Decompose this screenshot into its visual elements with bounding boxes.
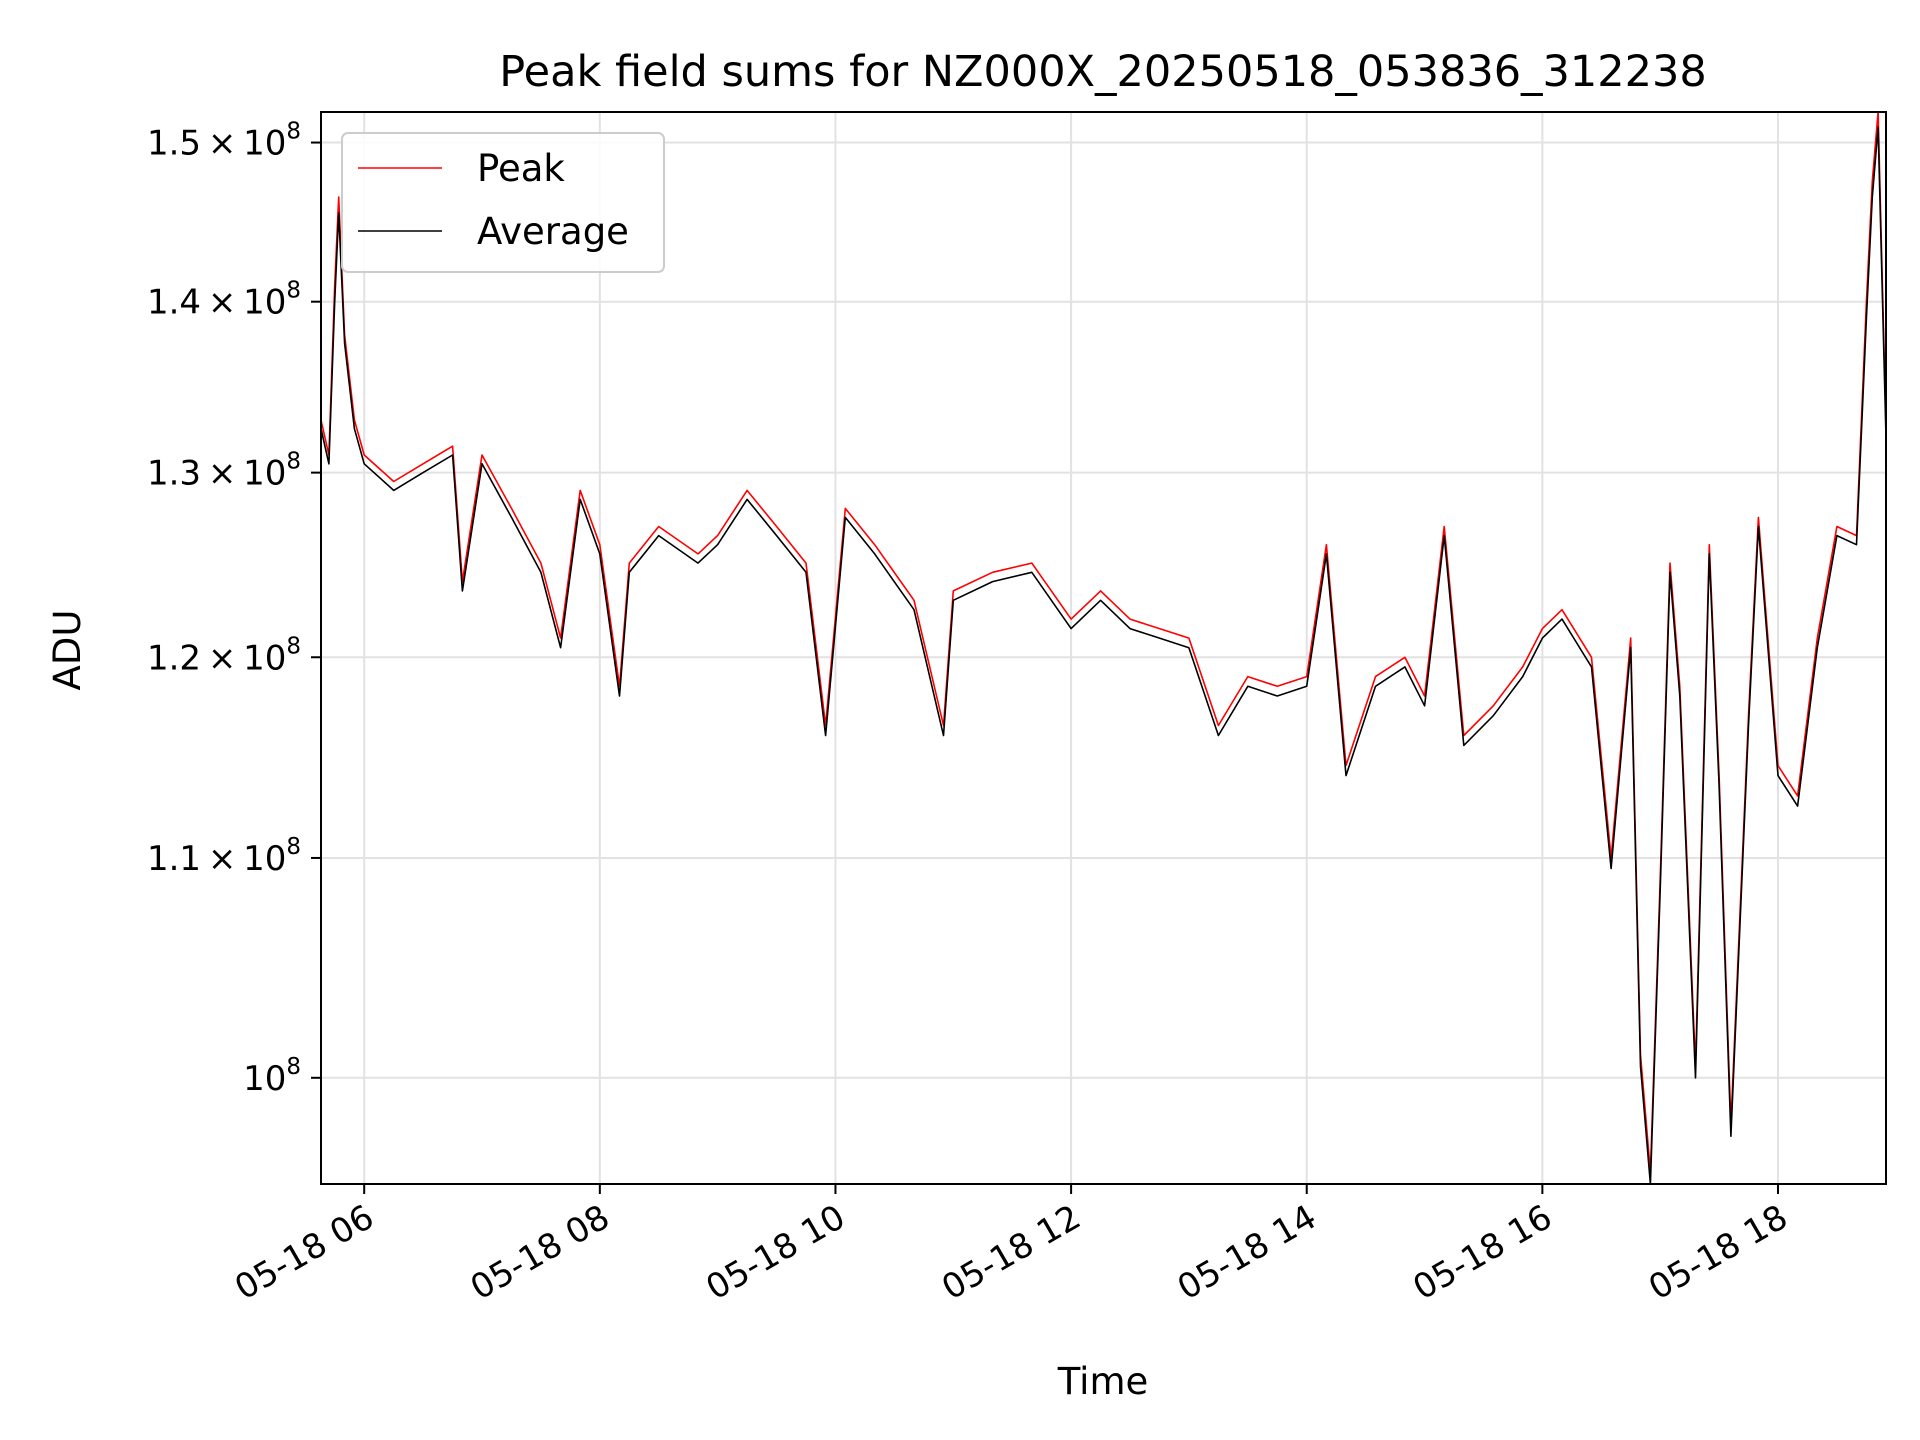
y-tick-label-1: 1.1 × 108 xyxy=(147,834,301,879)
series-layer xyxy=(320,111,1887,1185)
y-tick-label-3: 1.3 × 108 xyxy=(147,449,301,494)
legend-label-peak: Peak xyxy=(477,147,565,190)
y-axis: 108 1.1 × 108 1.2 × 108 1.3 × 108 1.4 × 108 1… xyxy=(147,119,321,1099)
y-tick-label-0: 108 xyxy=(243,1054,301,1099)
legend: Peak Average xyxy=(341,132,665,273)
y-tick-label-5: 1.5 × 108 xyxy=(147,119,301,164)
legend-label-average: Average xyxy=(477,210,629,253)
grid-layer xyxy=(321,112,1886,1184)
x-axis-label: Time xyxy=(1057,1360,1149,1403)
chart-title: Peak field sums for NZ000X_20250518_0538… xyxy=(499,47,1706,97)
y-tick-label-2: 1.2 × 108 xyxy=(147,633,301,678)
y-tick-label-4: 1.4 × 108 xyxy=(147,278,301,323)
series-line-average xyxy=(320,126,1887,1185)
plot-frame xyxy=(320,111,1887,1185)
y-axis-label: ADU xyxy=(46,610,89,691)
